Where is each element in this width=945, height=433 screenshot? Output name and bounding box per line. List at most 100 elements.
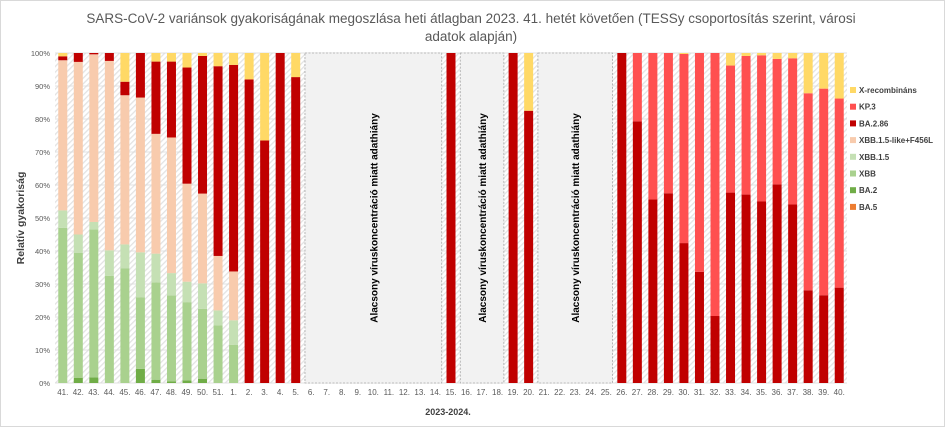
x-tick-label: 26. — [616, 388, 627, 397]
y-tick-label: 0% — [39, 379, 50, 388]
bar-segment-ba-2-86-47 — [151, 61, 161, 134]
x-tick-label: 3. — [261, 388, 268, 397]
legend-swatch — [850, 203, 856, 210]
x-tick-label: 36. — [772, 388, 783, 397]
legend-item: XBB.1.5 — [850, 153, 890, 162]
chart-title-line-1: SARS-CoV-2 variánsok gyakoriságának mego… — [86, 11, 855, 26]
bar-segment-xbb-1-5-like-f456l-51 — [213, 255, 223, 311]
legend-label: BA.2.86 — [859, 119, 889, 128]
bar-segment-x-recombin-ns-48 — [166, 53, 176, 62]
x-tick-label: 27. — [632, 388, 643, 397]
x-tick-label: 50. — [197, 388, 208, 397]
bar-segment-x-recombin-ns-36 — [772, 53, 782, 59]
x-tick-label: 44. — [104, 388, 115, 397]
bar-segment-kp-3-34 — [741, 55, 751, 195]
x-tick-label: 40. — [834, 388, 845, 397]
x-tick-label: 39. — [818, 388, 829, 397]
y-tick-label: 70% — [35, 148, 50, 157]
bar-segment-x-recombin-ns-3 — [260, 53, 270, 141]
bar-segment-ba-2-86-48 — [166, 61, 176, 138]
legend-item: BA.2.86 — [850, 119, 889, 128]
legend-label: XBB.1.5 — [859, 153, 890, 162]
bar-segment-ba-2-86-3 — [260, 140, 270, 383]
bar-segment-ba-2-86-35 — [757, 201, 767, 383]
bar-segment-ba-2-46 — [135, 368, 145, 383]
x-tick-label: 23. — [570, 388, 581, 397]
x-tick-label: 8. — [339, 388, 346, 397]
y-tick-label: 90% — [35, 82, 50, 91]
x-tick-label: 45. — [119, 388, 130, 397]
legend-item: XBB — [850, 170, 876, 179]
data-gap-label: Alacsony víruskoncentráció miatt adathiá… — [369, 113, 380, 323]
bar-segment-x-recombin-ns-30 — [679, 53, 689, 54]
x-tick-label: 10. — [368, 388, 379, 397]
legend-item: BA.2 — [850, 186, 878, 195]
x-tick-label: 15. — [445, 388, 456, 397]
bar-segment-xbb-47 — [151, 282, 161, 380]
bar-segment-ba-2-86-20 — [524, 110, 534, 383]
bar-segment-kp-3-37 — [788, 58, 798, 205]
bar-segment-x-recombin-ns-39 — [819, 53, 829, 89]
bar-segment-ba-2-86-28 — [648, 199, 658, 383]
legend-item: XBB.1.5-like+F456L — [850, 136, 933, 145]
legend-label: BA.2 — [859, 186, 878, 195]
data-gap-label: Alacsony víruskoncentráció miatt adathiá… — [478, 113, 489, 323]
legend-swatch — [850, 170, 856, 177]
legend-label: BA.5 — [859, 203, 878, 212]
bar-segment-xbb-1-5-49 — [182, 281, 192, 303]
bar-segment-xbb-1-5-like-f456l-45 — [120, 95, 130, 245]
y-tick-label: 50% — [35, 214, 50, 223]
bar-segment-ba-2-86-51 — [213, 66, 223, 256]
x-tick-label: 14. — [430, 388, 441, 397]
legend-swatch — [850, 187, 856, 194]
bar-segment-xbb-1-5-like-f456l-44 — [104, 60, 114, 251]
bar-segment-ba-2-86-30 — [679, 243, 689, 383]
bar-segment-x-recombin-ns-33 — [726, 53, 736, 66]
y-tick-label: 20% — [35, 313, 50, 322]
x-tick-label: 2. — [246, 388, 253, 397]
legend-swatch — [850, 120, 856, 127]
bar-segment-ba-2-86-41 — [58, 56, 68, 61]
bar-segment-ba-2-47 — [151, 379, 161, 383]
y-tick-label: 40% — [35, 247, 50, 256]
bar-segment-kp-3-29 — [663, 53, 673, 194]
x-tick-label: 47. — [150, 388, 161, 397]
legend-label: X-recombináns — [859, 86, 917, 95]
bar-segment-xbb-49 — [182, 302, 192, 381]
bar-segment-xbb-1-5-like-f456l-42 — [73, 61, 83, 235]
bar-segment-xbb-1-5-46 — [135, 252, 145, 298]
bar-segment-xbb-1-5-45 — [120, 244, 130, 269]
bar-segment-x-recombin-ns-41 — [58, 53, 68, 57]
x-tick-label: 13. — [414, 388, 425, 397]
x-tick-label: 29. — [663, 388, 674, 397]
bar-segment-x-recombin-ns-38 — [803, 53, 813, 94]
bar-segment-ba-2-86-31 — [694, 271, 704, 383]
bar-segment-x-recombin-ns-35 — [757, 53, 767, 56]
bar-segment-kp-3-27 — [632, 53, 642, 122]
x-tick-label: 17. — [476, 388, 487, 397]
bar-segment-xbb-44 — [104, 275, 114, 383]
data-gap-box — [304, 52, 443, 384]
bar-segment-x-recombin-ns-1 — [229, 53, 239, 65]
bar-segment-x-recombin-ns-2 — [244, 53, 254, 80]
bar-segment-xbb-41 — [58, 227, 68, 383]
x-tick-label: 34. — [740, 388, 751, 397]
x-tick-label: 4. — [277, 388, 284, 397]
bar-segment-xbb-51 — [213, 325, 223, 383]
x-tick-label: 32. — [709, 388, 720, 397]
bar-segment-ba-2-86-37 — [788, 204, 798, 383]
bar-segment-kp-3-33 — [726, 65, 736, 193]
bar-segment-x-recombin-ns-37 — [788, 53, 798, 59]
bar-segment-xbb-1-5-like-f456l-41 — [58, 60, 68, 211]
bar-segment-kp-3-40 — [834, 98, 844, 288]
data-gap-box — [537, 52, 613, 384]
x-tick-label: 18. — [492, 388, 503, 397]
legend-label: KP.3 — [859, 103, 876, 112]
bar-segment-x-recombin-ns-49 — [182, 53, 192, 68]
bar-segment-ba-2-86-27 — [632, 121, 642, 383]
bar-segment-xbb-1-5-41 — [58, 210, 68, 228]
bar-segment-xbb-1-5-like-f456l-46 — [135, 97, 145, 253]
bar-segment-kp-3-39 — [819, 88, 829, 296]
y-tick-label: 30% — [35, 280, 50, 289]
bar-segment-xbb-48 — [166, 295, 176, 382]
